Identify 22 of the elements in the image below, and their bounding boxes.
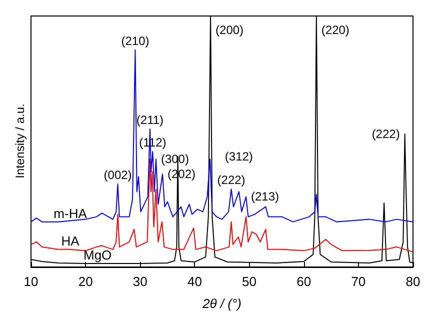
y-axis-title: Intensity / a.u. <box>13 104 27 178</box>
x-tick-label: 40 <box>187 274 202 289</box>
series-label: MgO <box>83 247 112 262</box>
x-tick-label: 60 <box>296 274 312 289</box>
x-tick-label: 30 <box>132 274 148 289</box>
annotation: (211) <box>136 112 164 127</box>
x-tick-label: 80 <box>406 274 420 289</box>
x-tick-label: 10 <box>24 274 38 289</box>
annotation: (222) <box>372 126 400 141</box>
annotation: (213) <box>251 190 280 204</box>
x-axis-title: 2θ / (°) <box>202 296 242 311</box>
annotation: (222) <box>217 173 246 188</box>
annotation: (200) <box>216 23 244 37</box>
annotation: (312) <box>224 150 253 164</box>
x-tick-label: 70 <box>351 274 366 289</box>
x-tick-label: 20 <box>78 274 93 289</box>
x-tick-label: 50 <box>242 274 257 289</box>
series-label: m-HA <box>54 206 88 221</box>
annotation: (220) <box>321 23 350 37</box>
series-label: HA <box>61 233 80 248</box>
annotation: (002) <box>104 168 132 182</box>
annotation: (210) <box>121 34 150 48</box>
